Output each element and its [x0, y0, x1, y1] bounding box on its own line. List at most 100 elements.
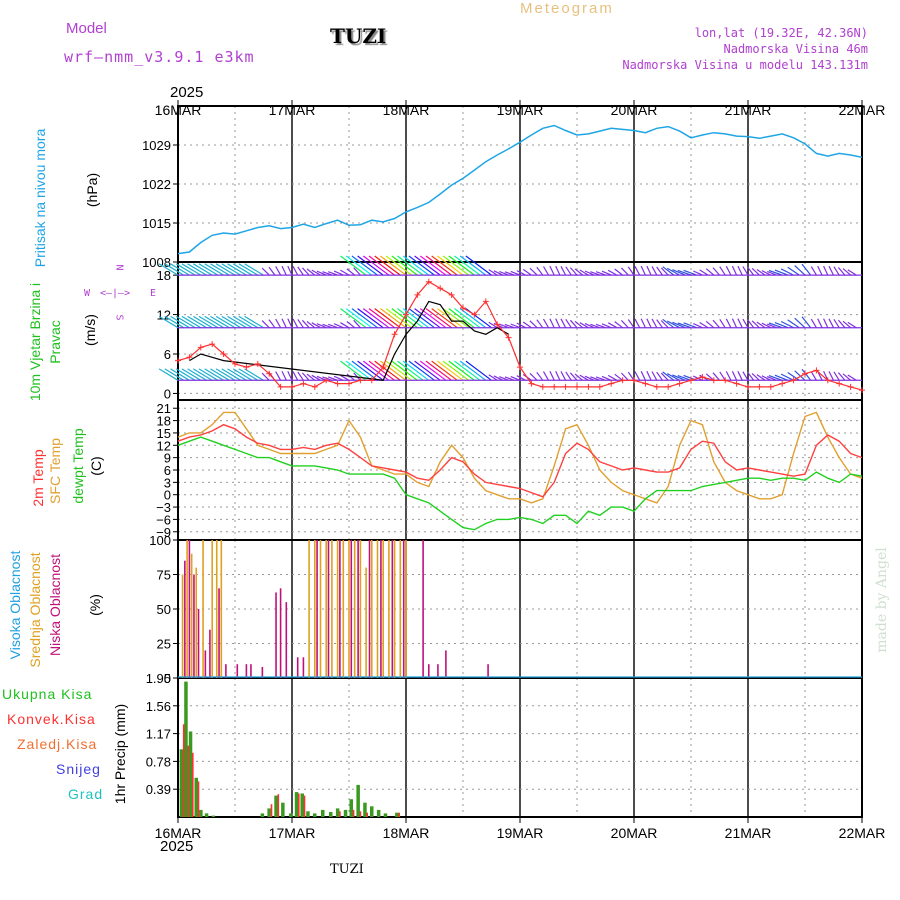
wind-barb	[529, 267, 538, 276]
wind-title: 10m Vjetar Brzina i Pravac	[27, 282, 63, 402]
wind-barb	[555, 265, 561, 276]
y-tick-label: 21	[157, 401, 171, 416]
y-tick-label: −6	[156, 512, 171, 527]
wind-barb	[210, 263, 230, 276]
y-tick-label: 0	[164, 386, 171, 401]
wind-barb	[408, 255, 435, 276]
wind-barb	[425, 360, 452, 381]
precip-conv-bar	[182, 724, 185, 817]
wind-speed-marker	[688, 377, 694, 384]
y-tick-label: 0.78	[146, 754, 171, 769]
wind-barb	[584, 270, 595, 276]
wind-barb	[210, 368, 230, 381]
wind-barb	[437, 255, 464, 276]
precip-total-bar	[281, 802, 285, 817]
wind-barb	[244, 368, 264, 381]
wind-barb	[774, 374, 789, 381]
legend-snow: Snijeg	[56, 761, 101, 777]
wind-barb	[712, 267, 720, 276]
y-tick-label: 1022	[142, 177, 171, 192]
wind-barb	[719, 371, 726, 381]
wind-speed-marker	[209, 341, 216, 348]
wind-barb	[542, 266, 550, 276]
x-tick-label-bottom: 17MAR	[269, 825, 316, 841]
wind-barb	[833, 266, 840, 276]
wind-barb	[536, 371, 544, 381]
wind-barb	[204, 263, 224, 276]
wind-barb	[301, 319, 310, 329]
wind-barb	[192, 315, 213, 329]
wind-barb	[529, 320, 538, 329]
wind-barb	[842, 320, 851, 329]
wind-barb	[227, 315, 247, 329]
wind-barb	[751, 320, 760, 329]
wind-barb	[646, 370, 652, 381]
wind-speed-marker	[300, 380, 307, 387]
wind-barb	[261, 320, 270, 329]
wind-barb	[751, 372, 760, 381]
wind-barb	[601, 323, 612, 329]
wind-barb	[768, 269, 783, 276]
wind-barb	[204, 315, 224, 329]
wind-barb	[810, 318, 817, 329]
precip-total-bar	[306, 811, 310, 817]
wind-barb	[192, 263, 213, 276]
wind-barb	[634, 266, 641, 276]
wind-barb	[601, 270, 612, 276]
wind-barb	[316, 375, 327, 381]
wind-barb	[565, 266, 572, 276]
wind-barb	[761, 375, 772, 381]
wind-barb	[221, 263, 242, 276]
wind-barb	[699, 321, 709, 329]
wind-barb	[742, 266, 749, 276]
wind-barb	[510, 323, 521, 329]
wind-dir-s: S	[113, 314, 125, 321]
wind-barb	[719, 318, 726, 329]
wind-barb	[837, 267, 846, 276]
precip-total-bar	[294, 792, 299, 817]
station-title: TUZI	[330, 24, 387, 48]
wind-barb	[397, 255, 424, 276]
wind-barb	[175, 368, 196, 381]
wind-barb	[737, 371, 743, 381]
model-elevation: Nadmorska Visina u modelu 143.131m	[622, 58, 868, 72]
wind-barb	[275, 371, 282, 381]
wind-speed-marker	[437, 285, 444, 292]
precip-conv-bar	[303, 795, 306, 817]
wind-barb	[737, 265, 743, 276]
wind-barb	[660, 320, 669, 329]
wind-barb	[164, 368, 185, 381]
wind-barb	[297, 371, 304, 381]
wind-barb	[774, 269, 789, 276]
wind-barb	[238, 368, 259, 381]
y-tick-label: −3	[156, 500, 171, 515]
wind-barb	[374, 308, 401, 329]
wind-barb	[499, 270, 509, 276]
wind-barb	[244, 315, 264, 329]
wind-barb	[164, 315, 185, 329]
product-title: Meteogram	[520, 0, 614, 17]
precip-conv-bar	[339, 811, 341, 817]
precip-total-bar	[329, 812, 333, 817]
wind-barb	[187, 315, 207, 329]
wind-dir-n: N	[113, 264, 125, 271]
wind-barb	[287, 370, 293, 381]
precip-conv-bar	[187, 745, 190, 817]
wind-speed-marker	[802, 370, 808, 377]
wind-barb	[828, 371, 835, 381]
wind-barb	[640, 370, 646, 381]
model-name: wrf–nmm_v3.9.1 e3km	[64, 48, 255, 66]
year-bottom: 2025	[160, 838, 194, 855]
wind-barb	[316, 323, 327, 329]
wind-barb	[311, 269, 321, 276]
wind-speed-marker	[368, 377, 375, 384]
y-tick-label: 1.56	[146, 699, 171, 714]
wind-barb	[529, 372, 538, 381]
wind-barb	[565, 318, 572, 329]
x-tick-label-top: 17MAR	[269, 102, 316, 118]
wind-speed-marker	[289, 383, 295, 390]
wind-barb	[833, 371, 840, 381]
wind-barb	[306, 321, 316, 329]
wind-barb	[311, 322, 321, 329]
wind-barb	[847, 321, 857, 329]
